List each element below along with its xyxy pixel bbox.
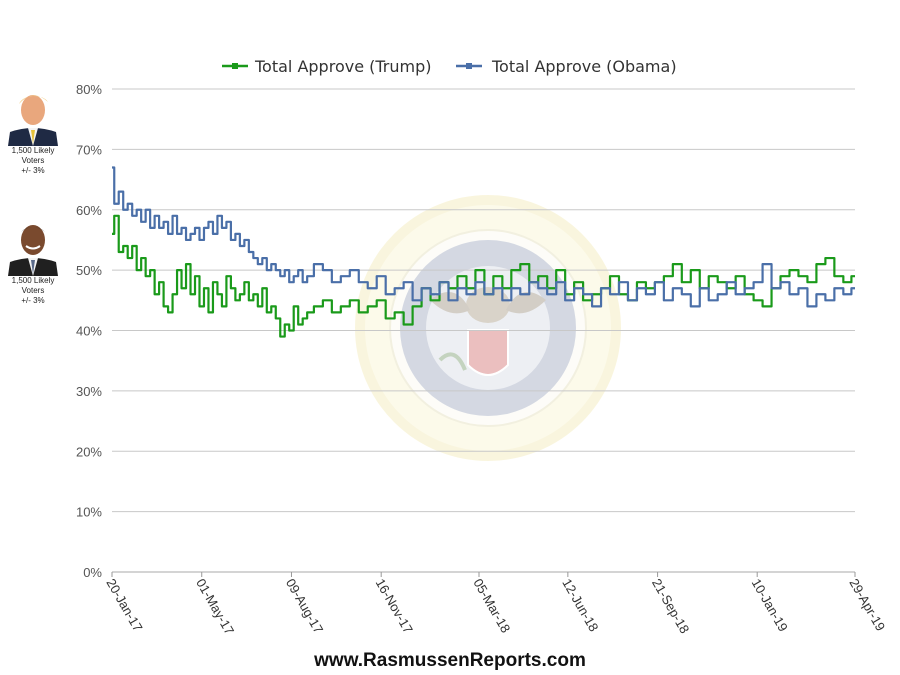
y-tick-label: 30%: [76, 384, 102, 399]
obama-caption-line3: +/- 3%: [21, 296, 45, 305]
obama-card: 1,500 Likely Voters +/- 3%: [2, 218, 64, 306]
x-tick-label: 01-May-17: [193, 576, 237, 637]
legend-marker-trump: [232, 63, 238, 69]
y-tick-label: 80%: [76, 82, 102, 97]
obama-caption: 1,500 Likely Voters +/- 3%: [2, 276, 64, 306]
y-tick-label: 70%: [76, 142, 102, 157]
legend[interactable]: Total Approve (Trump) Total Approve (Oba…: [222, 57, 677, 76]
legend-item-trump[interactable]: Total Approve (Trump): [222, 57, 432, 76]
presidential-seal-watermark: [355, 195, 621, 461]
x-tick-label: 10-Jan-19: [749, 576, 791, 634]
y-tick-label: 20%: [76, 444, 102, 459]
series-line-trump: [112, 214, 855, 338]
legend-item-obama[interactable]: Total Approve (Obama): [456, 57, 677, 76]
x-tick-label: 16-Nov-17: [373, 576, 416, 636]
y-tick-label: 50%: [76, 263, 102, 278]
trump-portrait: [4, 88, 62, 146]
obama-portrait: [4, 218, 62, 276]
obama-caption-line1: 1,500 Likely: [11, 276, 55, 285]
legend-label-obama: Total Approve (Obama): [491, 57, 677, 76]
y-tick-label: 40%: [76, 324, 102, 339]
trump-caption: 1,500 Likely Voters +/- 3%: [2, 146, 64, 176]
legend-label-trump: Total Approve (Trump): [254, 57, 432, 76]
x-tick-label: 21-Sep-18: [649, 576, 692, 636]
footer-url: www.RasmussenReports.com: [314, 650, 586, 671]
series-line-obama: [112, 166, 855, 308]
x-axis-ticks: 20-Jan-17 01-May-17 09-Aug-17 16-Nov-17 05-M…: [103, 572, 888, 637]
x-tick-label: 09-Aug-17: [283, 576, 326, 636]
series-lines: [112, 166, 855, 338]
x-tick-label: 29-Apr-19: [846, 576, 888, 634]
x-tick-label: 20-Jan-17: [103, 576, 145, 634]
gridlines: [112, 88, 855, 573]
obama-caption-line2: Voters: [21, 286, 45, 295]
trump-card: 1,500 Likely Voters +/- 3%: [2, 88, 64, 176]
y-axis-ticks: 0% 10% 20% 30% 40% 50% 60% 70% 80%: [76, 82, 102, 580]
legend-marker-obama: [466, 63, 472, 69]
x-tick-label: 12-Jun-18: [559, 576, 601, 634]
x-tick-label: 05-Mar-18: [470, 576, 513, 635]
y-tick-label: 10%: [76, 505, 102, 520]
y-tick-label: 60%: [76, 203, 102, 218]
trump-caption-line1: 1,500 Likely: [11, 146, 55, 155]
trump-caption-line3: +/- 3%: [21, 166, 45, 175]
trump-caption-line2: Voters: [21, 156, 45, 165]
y-tick-label: 0%: [83, 565, 102, 580]
